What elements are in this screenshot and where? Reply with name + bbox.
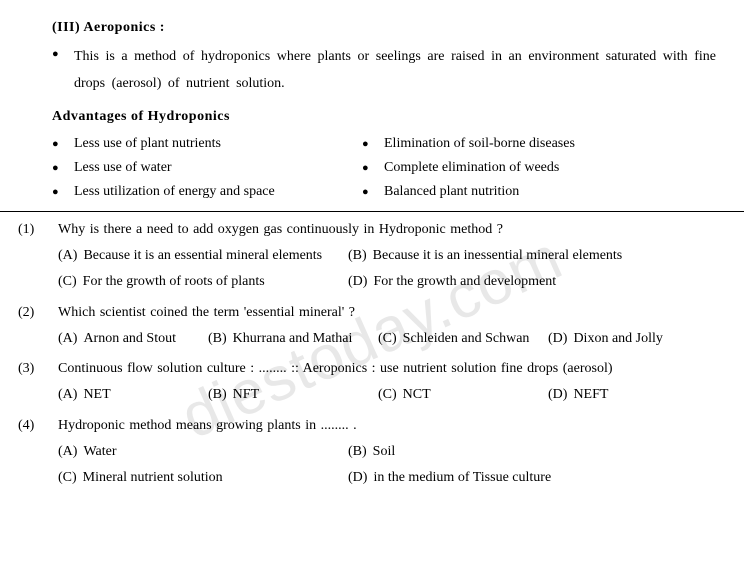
option: (D) Dixon and Jolly <box>548 329 716 349</box>
bullet-icon: ● <box>52 158 74 178</box>
option-text: For the growth of roots of plants <box>83 272 265 292</box>
bullet-icon: ● <box>362 158 384 178</box>
option: (C) NCT <box>378 385 548 405</box>
option-text: Mineral nutrient solution <box>83 468 223 488</box>
question-block: (1) Why is there a need to add oxygen ga… <box>18 220 716 293</box>
option-label: (D) <box>548 385 567 405</box>
option-text: Soil <box>373 442 396 462</box>
options-grid: (A) NET (B) NFT (C) NCT (D) NEFT <box>58 385 716 405</box>
option-text: NFT <box>233 385 259 405</box>
options-grid: (A) Arnon and Stout (B) Khurrana and Matha… <box>58 329 716 349</box>
option: (B) Because it is an inessential mineral … <box>348 246 716 266</box>
question-block: (3) Continuous flow solution culture : .… <box>18 359 716 406</box>
option-label: (A) <box>58 442 77 462</box>
option-text: Because it is an inessential mineral ele… <box>373 246 623 266</box>
option-label: (B) <box>348 246 367 266</box>
option-text: Water <box>83 442 116 462</box>
option: (A) Water <box>58 442 348 462</box>
option: (B) Soil <box>348 442 716 462</box>
option-text: Schleiden and Schwan <box>403 329 530 349</box>
advantage-item: ● Complete elimination of weeds <box>362 158 716 178</box>
option: (C) Schleiden and Schwan <box>378 329 548 349</box>
section-3-description-row: ● This is a method of hydroponics where … <box>52 44 716 97</box>
question-text: Continuous flow solution culture : .....… <box>58 359 716 379</box>
option-label: (B) <box>208 329 227 349</box>
question-number: (3) <box>18 359 58 379</box>
options-grid: (A) Water (B) Soil (C) Mineral nutrient sol… <box>58 442 716 489</box>
option: (A) NET <box>58 385 208 405</box>
option-label: (C) <box>378 385 397 405</box>
bullet-icon: ● <box>362 182 384 202</box>
option-label: (B) <box>348 442 367 462</box>
option-text: NEFT <box>573 385 608 405</box>
advantage-text: Less utilization of energy and space <box>74 182 275 202</box>
option-label: (C) <box>378 329 397 349</box>
advantage-item: ● Less use of water <box>52 158 352 178</box>
option-label: (D) <box>348 468 367 488</box>
option-label: (B) <box>208 385 227 405</box>
advantage-item: ● Less use of plant nutrients <box>52 134 352 154</box>
advantage-text: Balanced plant nutrition <box>384 182 519 202</box>
option: (A) Because it is an essential mineral el… <box>58 246 348 266</box>
option-label: (D) <box>348 272 367 292</box>
advantage-text: Less use of water <box>74 158 172 178</box>
option-text: Dixon and Jolly <box>573 329 662 349</box>
option-label: (A) <box>58 246 77 266</box>
option: (B) NFT <box>208 385 378 405</box>
advantage-item: ● Elimination of soil-borne diseases <box>362 134 716 154</box>
question-number: (4) <box>18 416 58 436</box>
option-text: Because it is an essential mineral eleme… <box>83 246 322 266</box>
option-text: NET <box>83 385 110 405</box>
option-label: (D) <box>548 329 567 349</box>
option: (A) Arnon and Stout <box>58 329 208 349</box>
option-label: (C) <box>58 468 77 488</box>
section-3-description: This is a method of hydroponics where pl… <box>74 44 716 97</box>
question-number: (1) <box>18 220 58 240</box>
advantages-heading: Advantages of Hydroponics <box>52 107 716 127</box>
advantage-item: ● Less utilization of energy and space <box>52 182 352 202</box>
option: (C) Mineral nutrient solution <box>58 468 348 488</box>
option-text: Khurrana and Mathai <box>233 329 353 349</box>
advantage-text: Less use of plant nutrients <box>74 134 221 154</box>
divider <box>0 211 744 212</box>
advantage-text: Elimination of soil-borne diseases <box>384 134 575 154</box>
section-3-heading: (III) Aeroponics : <box>52 18 716 38</box>
advantage-item: ● Balanced plant nutrition <box>362 182 716 202</box>
question-text: Which scientist coined the term 'essenti… <box>58 303 716 323</box>
option-text: For the growth and development <box>373 272 556 292</box>
option-label: (A) <box>58 385 77 405</box>
advantage-text: Complete elimination of weeds <box>384 158 559 178</box>
options-grid: (A) Because it is an essential mineral el… <box>58 246 716 293</box>
bullet-icon: ● <box>52 134 74 154</box>
option: (C) For the growth of roots of plants <box>58 272 348 292</box>
bullet-icon: ● <box>52 44 74 97</box>
question-number: (2) <box>18 303 58 323</box>
bullet-icon: ● <box>52 182 74 202</box>
question-block: (2) Which scientist coined the term 'ess… <box>18 303 716 350</box>
option-text: NCT <box>403 385 431 405</box>
option: (D) in the medium of Tissue culture <box>348 468 716 488</box>
option: (D) NEFT <box>548 385 716 405</box>
question-text: Why is there a need to add oxygen gas co… <box>58 220 716 240</box>
advantages-grid: ● Less use of plant nutrients ● Eliminat… <box>52 134 716 203</box>
option-label: (A) <box>58 329 77 349</box>
option-text: Arnon and Stout <box>83 329 176 349</box>
option-label: (C) <box>58 272 77 292</box>
bullet-icon: ● <box>362 134 384 154</box>
option-text: in the medium of Tissue culture <box>373 468 551 488</box>
option: (B) Khurrana and Mathai <box>208 329 378 349</box>
option: (D) For the growth and development <box>348 272 716 292</box>
question-block: (4) Hydroponic method means growing plan… <box>18 416 716 489</box>
question-text: Hydroponic method means growing plants i… <box>58 416 716 436</box>
